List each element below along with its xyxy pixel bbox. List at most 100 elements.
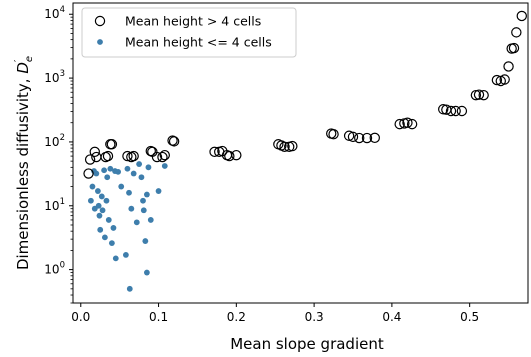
data-point-open [157,151,168,163]
data-point-filled [138,174,145,181]
data-point-open [406,118,418,130]
data-point-filled [124,165,131,172]
plot-area [83,10,527,292]
x-axis-ticks: 0.0 0.1 0.2 0.3 0.4 0.5 [71,303,479,324]
data-point-open [499,74,510,85]
data-point-open [361,132,373,144]
data-point-open [106,139,118,150]
y-axis-ticks: 100 101 102 103 104 [44,5,73,304]
legend-entry-label: Mean height <= 4 cells [125,35,272,50]
data-point-filled [101,234,108,241]
data-point-filled [126,285,133,292]
data-point-filled [105,217,112,223]
data-point-filled [96,212,103,219]
data-point-open [456,105,468,117]
y-tick-label: 102 [44,133,65,149]
data-point-open [473,89,485,100]
data-point-filled [126,189,132,196]
data-point-filled [98,193,105,200]
data-point-filled [97,226,104,233]
y-axis-label-subscript: e [24,56,35,62]
legend-box [81,7,297,58]
data-point-filled [118,183,125,190]
data-point-filled [130,170,137,177]
data-point-open [347,131,359,143]
x-tick-label: 0.2 [227,310,246,324]
legend-marker-open-circle [94,15,106,27]
data-point-filled [87,197,94,204]
y-axis-label-prime: ′ [13,59,24,62]
data-point-open [402,117,413,128]
data-point-open [503,61,514,72]
data-point-filled [143,269,150,276]
data-point-open [231,149,242,161]
data-point-filled [94,188,101,194]
y-tick-label: 101 [44,197,65,213]
data-point-filled [143,191,150,198]
x-axis-label: Mean slope gradient [230,335,384,353]
legend-entry-label: Mean height > 4 cells [125,14,261,29]
data-point-filled [147,217,154,223]
data-point-open [354,132,365,144]
data-point-open [168,136,180,147]
data-point-filled [103,197,110,204]
data-point-filled [101,167,108,174]
data-point-filled [104,174,111,181]
data-point-filled [108,240,115,247]
data-point-open [128,150,139,162]
data-point-open [491,74,503,86]
x-tick-label: 0.0 [71,310,90,324]
legend-marker-filled-circle [97,39,103,45]
data-point-open [478,89,489,101]
data-point-filled [133,219,140,226]
x-tick-label: 0.5 [460,310,479,324]
data-point-open [438,104,449,115]
data-point-filled [95,202,102,209]
data-point-open [83,168,94,179]
x-tick-label: 0.3 [305,310,324,324]
data-point-open [369,132,380,144]
data-point-filled [142,238,149,244]
data-point-filled [161,163,168,169]
y-tick-label: 104 [44,5,65,21]
data-point-filled [140,197,146,204]
data-point-filled [93,170,100,177]
data-point-filled [99,207,106,214]
data-point-open [89,146,100,158]
data-point-open [343,130,355,141]
data-point-filled [155,188,162,194]
data-point-open [511,27,522,38]
data-point-open [279,141,290,152]
data-point-filled [115,168,122,175]
data-point-open [516,10,527,22]
data-point-open [209,146,220,158]
data-point-open [508,42,520,54]
y-axis-label-symbol: D [14,62,32,74]
data-point-filled [110,225,117,231]
data-point-open [224,150,235,162]
x-tick-label: 0.4 [382,310,401,324]
data-point-open [287,140,298,152]
plot-frame [72,2,529,304]
y-axis-label: Dimensionless diffusivity, De′ [13,56,35,270]
data-point-filled [136,161,143,167]
data-point-open [167,135,178,146]
data-point-filled [140,207,147,214]
data-point-open [122,150,133,162]
data-point-open [84,154,96,165]
data-point-open [450,105,461,117]
data-point-open [445,105,457,117]
data-point-filled [107,165,114,172]
x-tick-label: 0.1 [149,310,168,324]
y-tick-label: 100 [44,261,65,277]
data-point-open [394,118,405,130]
data-point-filled [89,183,96,190]
data-point-open [91,151,102,163]
data-point-filled [128,205,135,212]
data-point-filled [122,252,129,258]
data-point-open [102,150,114,162]
data-point-open [159,149,170,161]
data-point-open [151,151,163,163]
data-point-filled [145,164,152,171]
